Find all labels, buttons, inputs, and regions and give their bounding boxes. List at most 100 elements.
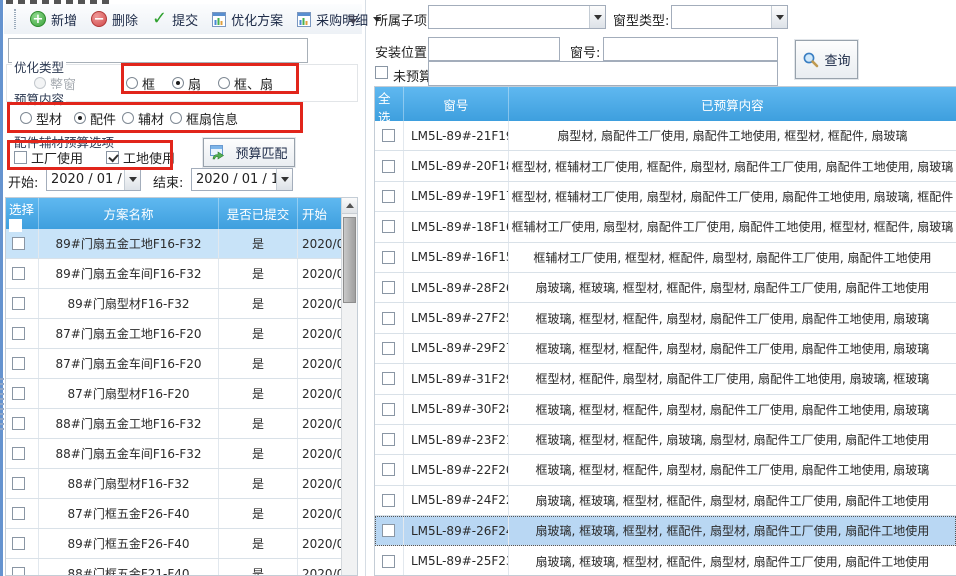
row-checkbox[interactable] bbox=[12, 447, 25, 460]
window-table-row[interactable]: LM5L-89#-16F15 框辅材工厂使用, 框型材, 框配件, 扇型材, 扇配… bbox=[375, 242, 956, 273]
window-table-row[interactable]: LM5L-89#-24F22 扇玻璃, 框玻璃, 框型材, 框配件, 扇型材, 扇… bbox=[375, 485, 956, 517]
radio-icon[interactable] bbox=[170, 112, 183, 124]
radio-icon[interactable] bbox=[74, 112, 87, 124]
end-date-dropdown-arrow[interactable] bbox=[276, 169, 292, 190]
radio-option-0[interactable]: 型材 bbox=[20, 109, 62, 128]
window-table-row[interactable]: LM5L-89#-28F26 扇玻璃, 框玻璃, 框型材, 框配件, 扇型材, 扇… bbox=[375, 272, 956, 304]
row-checkbox[interactable] bbox=[12, 417, 25, 430]
scrollbar-up-button[interactable] bbox=[342, 198, 357, 214]
scheme-table-row[interactable]: 87#门扇五金车间F16-F20 是 2020/0 bbox=[6, 349, 357, 379]
vertical-scrollbar[interactable] bbox=[341, 198, 357, 575]
radio-option-2[interactable]: 扇 bbox=[172, 74, 201, 93]
budget-match-button[interactable]: 预算匹配 bbox=[203, 138, 295, 167]
window-table-row[interactable]: LM5L-89#-26F24 扇玻璃, 框玻璃, 框型材, 框配件, 扇型材, 扇… bbox=[375, 516, 956, 547]
scheme-table-row[interactable]: 89#门扇五金车间F16-F32 是 2020/0 bbox=[6, 259, 357, 289]
query-button[interactable]: 查询 bbox=[795, 40, 858, 79]
radio-icon[interactable] bbox=[122, 112, 135, 124]
window-type-select[interactable] bbox=[671, 5, 788, 29]
row-checkbox[interactable] bbox=[382, 129, 396, 143]
optimize-plan-button[interactable]: 优化方案 bbox=[206, 7, 289, 32]
submit-button[interactable]: ✓ 提交 bbox=[146, 7, 204, 32]
start-date-dropdown-arrow[interactable] bbox=[124, 169, 140, 190]
end-date-picker[interactable]: 2020 / 01 / 13 bbox=[191, 168, 293, 191]
window-table-row[interactable]: LM5L-89#-22F20 框玻璃, 框型材, 框配件, 扇型材, 扇配件工厂使… bbox=[375, 455, 956, 486]
window-table-row[interactable]: LM5L-89#-21F19 扇型材, 扇配件工厂使用, 扇配件工地使用, 框型材… bbox=[375, 121, 956, 152]
row-checkbox[interactable] bbox=[382, 220, 396, 234]
scheme-table-row[interactable]: 87#门框五金F26-F40 是 2020/0 bbox=[6, 499, 357, 529]
row-checkbox[interactable] bbox=[12, 327, 25, 340]
window-no-input[interactable] bbox=[603, 37, 778, 61]
row-checkbox[interactable] bbox=[12, 387, 25, 400]
scheme-filter-input[interactable] bbox=[8, 38, 308, 63]
scheme-table-row[interactable]: 88#门扇五金车间F16-F32 是 2020/0 bbox=[6, 439, 357, 469]
radio-option-1[interactable]: 配件 bbox=[74, 109, 116, 128]
checkbox-icon[interactable] bbox=[14, 150, 27, 164]
scheme-table-row[interactable]: 87#门扇型材F16-F20 是 2020/0 bbox=[6, 379, 357, 409]
radio-option-1[interactable]: 框 bbox=[126, 74, 155, 93]
row-checkbox[interactable] bbox=[12, 297, 25, 310]
install-location-input[interactable] bbox=[428, 37, 560, 61]
window-table-row[interactable]: LM5L-89#-18F16 框辅材工厂使用, 扇型材, 扇配件工厂使用, 扇配件… bbox=[375, 212, 956, 243]
scheme-table-row[interactable]: 89#门扇五金工地F16-F32 是 2020/0 bbox=[6, 229, 357, 259]
scheme-table-row[interactable]: 88#门扇五金工地F16-F32 是 2020/0 bbox=[6, 409, 357, 439]
row-checkbox[interactable] bbox=[12, 237, 25, 250]
checkbox-icon[interactable] bbox=[106, 150, 120, 164]
window-table-row[interactable]: LM5L-89#-31F29 框型材, 框配件, 扇型材, 扇配件工厂使用, 扇配… bbox=[375, 364, 956, 395]
row-checkbox[interactable] bbox=[382, 554, 396, 568]
window-table-row[interactable]: LM5L-89#-19F17 框型材, 框辅材工厂使用, 扇型材, 扇配件工厂使用… bbox=[375, 181, 956, 213]
window-table-row[interactable]: LM5L-89#-23F21 框玻璃, 框型材, 框配件, 扇玻璃, 扇型材, 扇… bbox=[375, 424, 956, 456]
delete-button[interactable]: − 删除 bbox=[85, 7, 144, 32]
purchase-detail-button[interactable]: 采购明细 bbox=[291, 7, 387, 32]
window-table-row[interactable]: LM5L-89#-29F27 框玻璃, 框型材, 框配件, 扇型材, 扇配件工厂使… bbox=[375, 333, 956, 365]
row-checkbox[interactable] bbox=[12, 567, 25, 575]
scheme-table-row[interactable]: 89#门扇型材F16-F32 是 2020/0 bbox=[6, 289, 357, 319]
row-checkbox[interactable] bbox=[12, 537, 25, 550]
toolbar-grip[interactable] bbox=[14, 9, 16, 29]
radio-icon[interactable] bbox=[172, 77, 185, 89]
row-checkbox[interactable] bbox=[382, 493, 396, 507]
splitter-grip[interactable] bbox=[0, 378, 4, 430]
no-budget-input[interactable] bbox=[428, 61, 778, 86]
scheme-table-row[interactable]: 88#门框五金F21-F40 是 2020/0 bbox=[6, 559, 357, 575]
toolbar-overflow-button[interactable] bbox=[345, 9, 360, 31]
row-checkbox[interactable] bbox=[382, 341, 396, 355]
radio-option-3[interactable]: 框扇信息 bbox=[170, 109, 238, 128]
chevron-down-icon[interactable] bbox=[373, 16, 382, 22]
row-checkbox[interactable] bbox=[382, 311, 396, 325]
no-budget-checkbox[interactable] bbox=[375, 66, 388, 79]
radio-icon[interactable] bbox=[218, 77, 231, 89]
window-table-row[interactable]: LM5L-89#-30F28 框玻璃, 框型材, 框配件, 扇型材, 扇配件工厂使… bbox=[375, 394, 956, 425]
radio-icon[interactable] bbox=[20, 112, 32, 124]
row-checkbox[interactable] bbox=[12, 507, 25, 520]
window-table-row[interactable]: LM5L-89#-20F18 框型材, 框辅材工厂使用, 框配件, 扇型材, 扇配… bbox=[375, 151, 956, 182]
add-button[interactable]: + 新增 bbox=[24, 7, 83, 32]
select-all-checkbox[interactable] bbox=[9, 219, 22, 232]
start-date-picker[interactable]: 2020 / 01 / 1 bbox=[46, 168, 141, 191]
row-checkbox[interactable] bbox=[382, 524, 396, 538]
row-checkbox[interactable] bbox=[12, 477, 25, 490]
row-checkbox[interactable] bbox=[382, 463, 396, 477]
scheme-table-row[interactable]: 88#门扇型材F16-F32 是 2020/0 bbox=[6, 469, 357, 499]
row-checkbox[interactable] bbox=[12, 267, 25, 280]
radio-option-2[interactable]: 辅材 bbox=[122, 109, 164, 128]
scheme-table-row[interactable]: 89#门框五金F26-F40 是 2020/0 bbox=[6, 529, 357, 559]
row-checkbox[interactable] bbox=[382, 402, 396, 416]
sub-item-select[interactable] bbox=[428, 5, 606, 29]
checkbox-option-1[interactable]: 工地使用 bbox=[106, 148, 175, 167]
row-checkbox[interactable] bbox=[382, 189, 396, 203]
radio-option-3[interactable]: 框、扇 bbox=[218, 74, 273, 93]
row-checkbox[interactable] bbox=[382, 159, 396, 173]
window-table-row[interactable]: LM5L-89#-25F23 扇玻璃, 框玻璃, 框型材, 框配件, 扇型材, 扇… bbox=[375, 546, 956, 575]
sub-item-dropdown-arrow[interactable] bbox=[589, 6, 605, 28]
row-checkbox[interactable] bbox=[382, 372, 396, 386]
window-type-dropdown-arrow[interactable] bbox=[771, 6, 787, 28]
row-checkbox[interactable] bbox=[382, 433, 396, 447]
checkbox-option-0[interactable]: 工厂使用 bbox=[14, 148, 83, 167]
row-checkbox[interactable] bbox=[382, 281, 396, 295]
row-checkbox[interactable] bbox=[12, 357, 25, 370]
radio-icon[interactable] bbox=[126, 77, 139, 89]
window-table-row[interactable]: LM5L-89#-27F25 框玻璃, 框型材, 框配件, 扇型材, 扇配件工厂使… bbox=[375, 303, 956, 334]
scheme-table-row[interactable]: 87#门扇五金工地F16-F20 是 2020/0 bbox=[6, 319, 357, 349]
row-checkbox[interactable] bbox=[382, 250, 396, 264]
scrollbar-thumb[interactable] bbox=[343, 217, 356, 303]
